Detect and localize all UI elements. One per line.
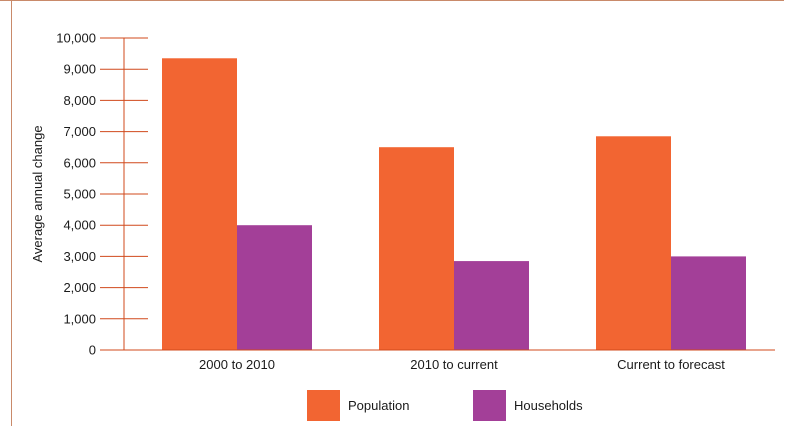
legend-swatch-households — [473, 390, 506, 421]
bar-households-2 — [454, 261, 529, 350]
bar-population-2 — [379, 147, 454, 350]
y-axis-title: Average annual change — [30, 125, 45, 262]
y-axis-ticks: 0 1,000 2,000 3,000 4,000 5,000 6,000 7,000 8,00… — [56, 31, 148, 358]
bar-households-1 — [237, 225, 312, 350]
y-tick-label: 7,000 — [63, 124, 96, 139]
x-tick-label: 2000 to 2010 — [199, 357, 275, 372]
frame-top-line — [0, 0, 784, 1]
x-tick-label: 2010 to current — [410, 357, 498, 372]
y-tick-label: 10,000 — [56, 31, 96, 46]
y-tick-label: 1,000 — [63, 311, 96, 326]
y-tick-label: 9,000 — [63, 62, 96, 77]
y-tick-label: 5,000 — [63, 187, 96, 202]
y-tick-label: 6,000 — [63, 155, 96, 170]
y-tick-label: 2,000 — [63, 280, 96, 295]
bar-population-1 — [162, 58, 237, 350]
y-tick-label: 4,000 — [63, 218, 96, 233]
bar-households-3 — [671, 256, 746, 350]
bar-population-3 — [596, 136, 671, 350]
y-tick-label: 3,000 — [63, 249, 96, 264]
bars-group — [162, 58, 746, 350]
legend-label-households: Households — [514, 398, 583, 413]
legend-swatch-population — [307, 390, 340, 421]
legend: Population Households — [307, 390, 583, 421]
y-tick-label: 0 — [89, 343, 96, 358]
y-tick-label: 8,000 — [63, 93, 96, 108]
legend-label-population: Population — [348, 398, 409, 413]
frame-left-line — [11, 0, 12, 426]
x-axis-tick-labels: 2000 to 2010 2010 to current Current to fo… — [199, 357, 725, 372]
x-tick-label: Current to forecast — [617, 357, 725, 372]
